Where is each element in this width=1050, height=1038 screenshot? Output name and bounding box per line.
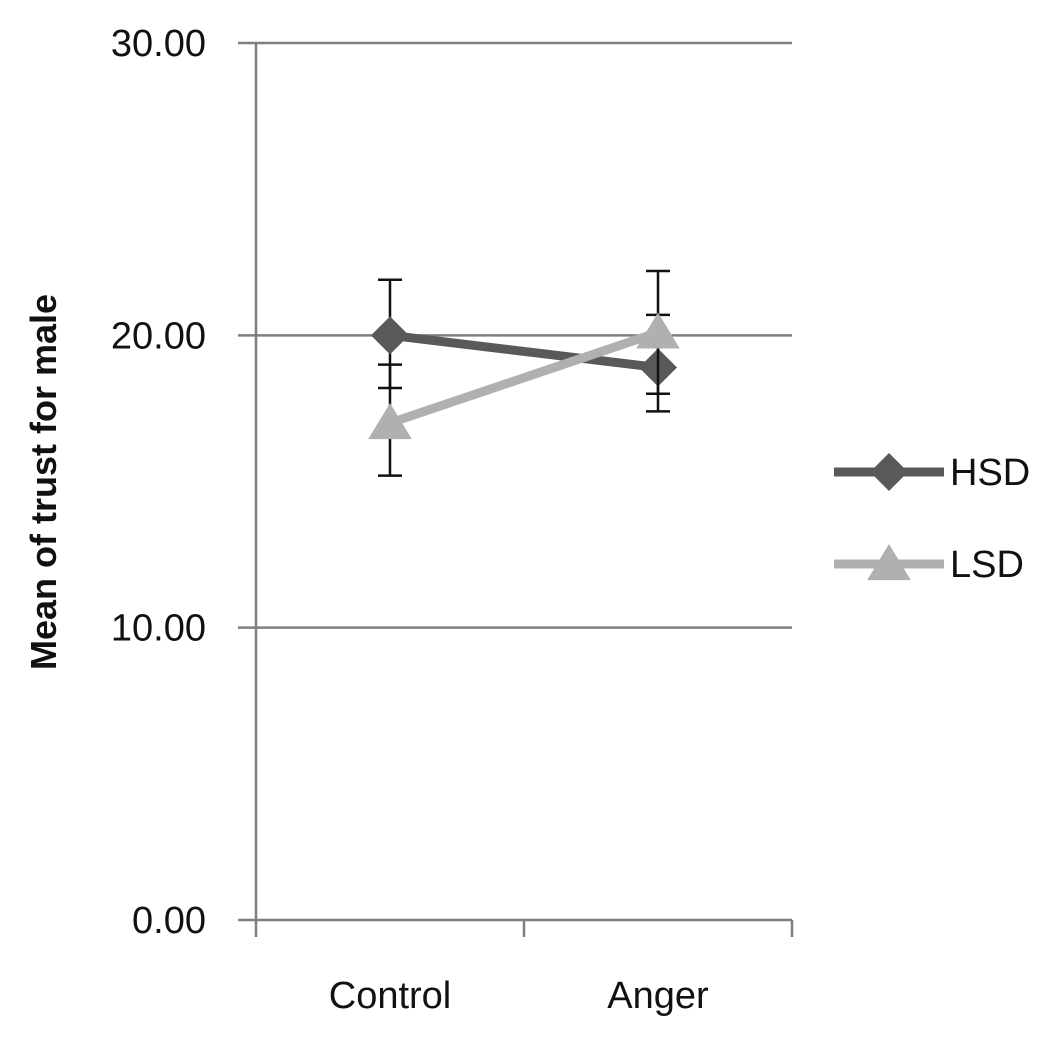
series-group (368, 269, 680, 477)
x-tick-label: Control (329, 975, 452, 1017)
series-lsd (368, 269, 680, 477)
legend-swatch-marker (867, 544, 911, 581)
gridlines (238, 41, 792, 629)
legend-item-lsd: LSD (834, 544, 1024, 586)
axes (238, 43, 794, 937)
legend-item-hsd: HSD (834, 452, 1030, 494)
data-point (368, 403, 412, 440)
x-tick-labels: Control Anger (329, 975, 709, 1017)
x-tick-label: Anger (607, 975, 709, 1017)
data-point (636, 312, 680, 349)
y-tick-label: 30.00 (111, 23, 206, 65)
series-line (389, 330, 659, 372)
y-tick-label: 0.00 (132, 900, 206, 942)
legend: HSD LSD (834, 452, 1030, 586)
legend-label: LSD (950, 544, 1024, 586)
y-axis-label: Mean of trust for male (23, 294, 64, 670)
y-tick-labels: 0.00 10.00 20.00 30.00 (111, 23, 206, 942)
series-line (388, 328, 660, 428)
legend-swatch-marker (870, 453, 908, 491)
legend-label: HSD (950, 452, 1030, 494)
data-point (371, 316, 409, 355)
y-tick-label: 20.00 (111, 315, 206, 357)
y-tick-label: 10.00 (111, 608, 206, 650)
